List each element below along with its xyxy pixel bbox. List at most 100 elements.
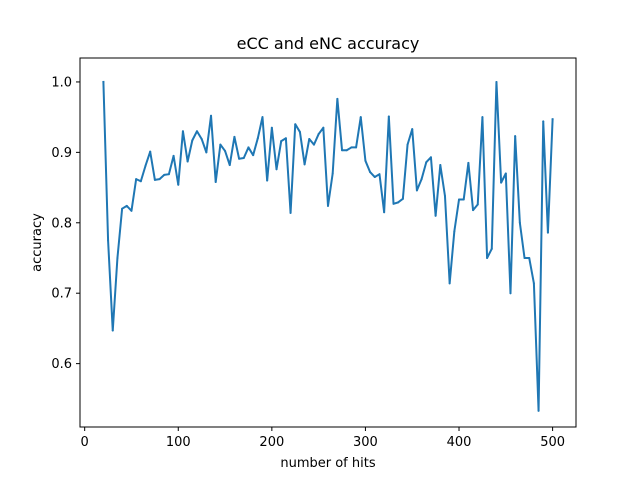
data-point <box>266 179 269 182</box>
data-point <box>149 150 152 153</box>
data-point <box>327 204 329 207</box>
axes-frame <box>79 57 577 428</box>
data-point <box>518 221 521 224</box>
data-point <box>284 137 287 140</box>
data-point <box>443 195 446 198</box>
data-point <box>425 161 428 164</box>
data-point <box>153 178 156 181</box>
data-point <box>205 151 208 154</box>
data-point <box>294 123 297 126</box>
data-point <box>102 80 105 83</box>
data-point <box>181 130 184 133</box>
data-point <box>195 130 198 133</box>
data-point <box>210 114 213 117</box>
data-point <box>429 156 432 159</box>
data-point <box>238 157 241 160</box>
y-axis: 0.6 0.7 0.8 0.9 1.0 <box>51 75 80 372</box>
data-point <box>139 180 142 183</box>
data-point <box>256 137 259 140</box>
data-point <box>298 130 301 133</box>
data-point <box>401 197 404 200</box>
data-point <box>392 202 395 205</box>
data-point <box>308 137 311 140</box>
data-point <box>495 80 498 83</box>
data-point <box>191 139 194 142</box>
x-axis-label: number of hits <box>280 456 375 471</box>
plot-area <box>102 80 554 412</box>
data-point <box>270 126 273 129</box>
data-point <box>111 329 114 332</box>
data-point <box>448 282 451 285</box>
y-axis-label: accuracy <box>30 213 45 272</box>
data-point <box>289 211 292 214</box>
data-point <box>345 149 348 152</box>
data-point <box>537 409 540 412</box>
data-point <box>242 157 245 159</box>
data-point <box>364 159 367 162</box>
data-point <box>359 116 362 119</box>
data-point <box>107 239 110 242</box>
data-point <box>458 198 461 201</box>
data-point <box>481 116 484 119</box>
data-point <box>331 172 334 175</box>
y-tick-label: 0.7 <box>51 287 72 302</box>
data-point <box>200 137 203 140</box>
data-point <box>172 154 175 157</box>
chart-title: eCC and eNC accuracy <box>237 34 420 53</box>
data-point <box>509 292 512 295</box>
data-point <box>504 172 507 175</box>
data-point <box>336 97 339 100</box>
data-point <box>233 135 236 138</box>
data-point <box>472 209 475 212</box>
data-point <box>373 176 376 179</box>
y-tick-label: 0.6 <box>51 357 72 372</box>
data-point <box>303 163 306 166</box>
data-point <box>453 230 456 233</box>
data-point <box>406 143 409 146</box>
data-point <box>275 168 278 171</box>
data-point <box>467 161 470 164</box>
x-tick-label: 0 <box>81 435 89 450</box>
data-point <box>261 116 264 119</box>
y-tick-label: 1.0 <box>51 75 72 90</box>
y-tick-label: 0.9 <box>51 146 72 161</box>
data-point <box>322 126 325 129</box>
data-point <box>125 204 128 207</box>
x-tick-label: 300 <box>353 435 378 450</box>
data-point <box>415 189 418 192</box>
data-point <box>135 178 138 181</box>
data-point <box>163 173 166 176</box>
data-point <box>486 256 489 259</box>
data-point <box>121 207 124 210</box>
data-point <box>532 282 535 285</box>
data-point <box>378 173 381 176</box>
data-point <box>500 181 503 184</box>
data-point <box>312 143 315 146</box>
data-point <box>387 115 390 118</box>
y-tick-label: 0.8 <box>51 216 72 231</box>
data-point <box>219 143 222 146</box>
data-point <box>224 149 227 152</box>
x-axis: 0 100 200 300 400 500 <box>81 427 565 450</box>
data-point <box>462 198 465 201</box>
data-point <box>439 164 442 167</box>
data-point <box>514 135 517 138</box>
data-point <box>177 183 180 186</box>
data-point <box>369 171 372 174</box>
data-point <box>411 128 414 131</box>
data-point <box>476 203 479 206</box>
data-point <box>214 180 217 183</box>
data-point <box>317 133 320 136</box>
x-tick-label: 400 <box>447 435 472 450</box>
data-point <box>158 178 161 181</box>
data-point <box>383 211 386 214</box>
data-point <box>280 140 283 143</box>
data-point <box>252 154 255 157</box>
x-tick-label: 100 <box>166 435 191 450</box>
data-point <box>167 173 170 176</box>
data-point <box>350 146 353 149</box>
data-point <box>490 247 493 250</box>
data-point <box>116 256 119 259</box>
data-point <box>130 209 133 212</box>
